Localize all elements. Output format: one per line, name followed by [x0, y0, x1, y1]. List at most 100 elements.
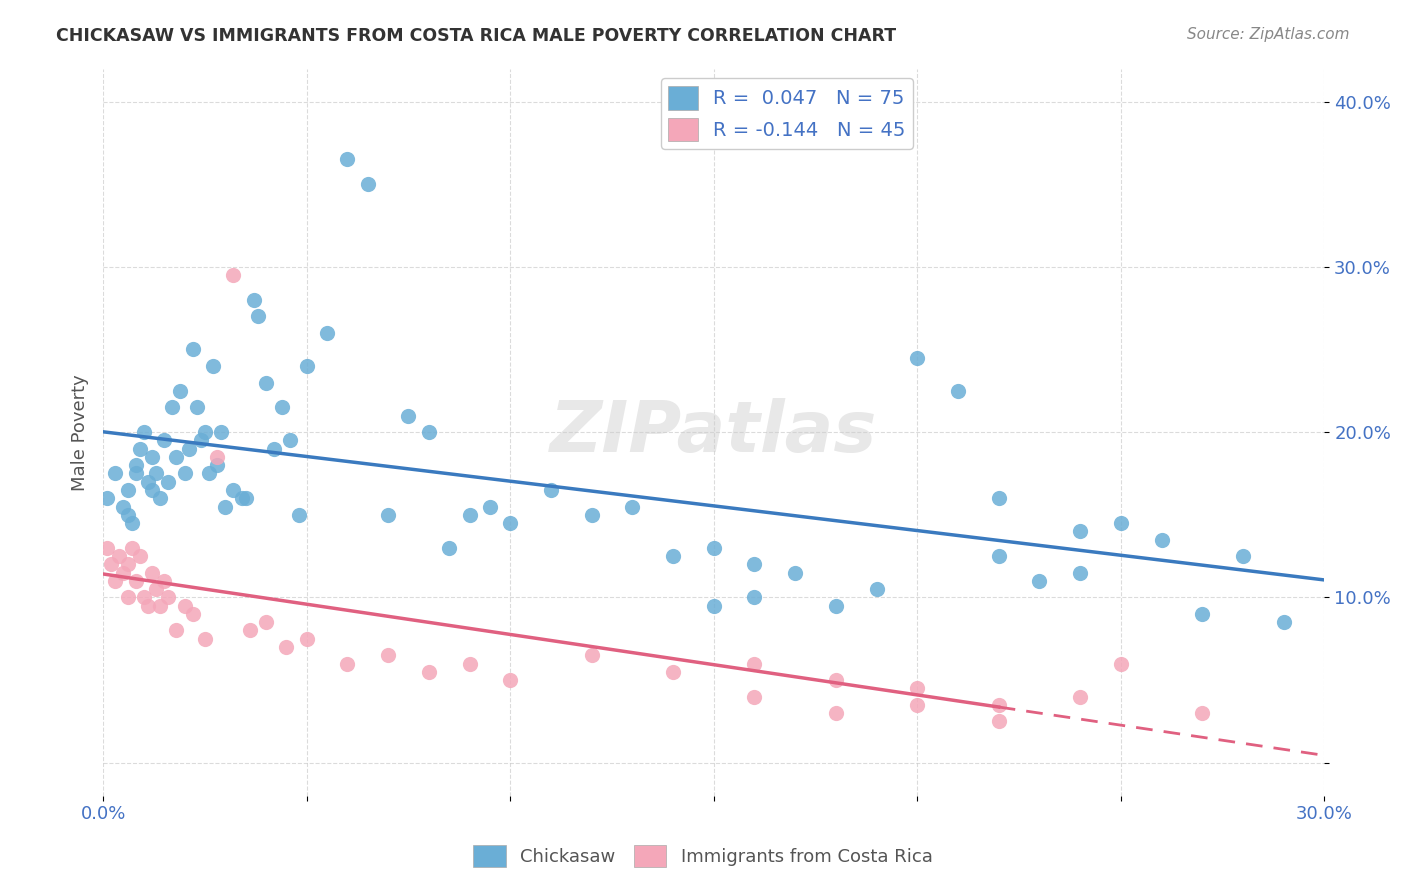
Point: [173, 467, 195, 481]
Point: [1191, 706, 1213, 720]
Legend: R =  0.047   N = 75, R = -0.144   N = 45: R = 0.047 N = 75, R = -0.144 N = 45: [661, 78, 914, 149]
Point: [112, 566, 135, 580]
Point: [117, 558, 139, 572]
Point: [785, 566, 807, 580]
Point: [499, 516, 522, 530]
Point: [1150, 533, 1173, 547]
Point: [205, 450, 228, 464]
Point: [316, 326, 339, 340]
Point: [662, 549, 685, 563]
Point: [214, 500, 236, 514]
Point: [222, 268, 245, 282]
Point: [231, 491, 253, 506]
Point: [132, 425, 155, 439]
Point: [295, 359, 318, 373]
Point: [377, 648, 399, 663]
Point: [987, 549, 1010, 563]
Point: [744, 591, 766, 605]
Point: [905, 351, 928, 365]
Point: [128, 549, 150, 563]
Point: [946, 384, 969, 398]
Point: [117, 591, 139, 605]
Point: [209, 425, 232, 439]
Point: [125, 458, 148, 473]
Point: [744, 657, 766, 671]
Point: [987, 698, 1010, 712]
Point: [336, 153, 359, 167]
Point: [149, 599, 172, 613]
Point: [662, 665, 685, 679]
Point: [437, 541, 460, 555]
Point: [295, 632, 318, 646]
Point: [1069, 524, 1091, 539]
Point: [1272, 615, 1295, 630]
Point: [271, 401, 294, 415]
Point: [136, 475, 159, 489]
Point: [181, 343, 204, 357]
Point: [398, 409, 420, 423]
Point: [744, 558, 766, 572]
Point: [141, 566, 163, 580]
Point: [1069, 566, 1091, 580]
Point: [100, 558, 122, 572]
Point: [825, 673, 848, 687]
Point: [744, 690, 766, 704]
Point: [336, 657, 359, 671]
Point: [254, 376, 277, 390]
Point: [287, 508, 309, 522]
Point: [165, 450, 187, 464]
Point: [581, 508, 603, 522]
Point: [169, 384, 191, 398]
Point: [202, 359, 225, 373]
Point: [121, 541, 143, 555]
Point: [194, 425, 217, 439]
Point: [145, 467, 167, 481]
Point: [239, 624, 262, 638]
Point: [128, 442, 150, 456]
Point: [112, 500, 135, 514]
Point: [1109, 657, 1132, 671]
Point: [117, 483, 139, 497]
Point: [1028, 574, 1050, 588]
Point: [125, 574, 148, 588]
Point: [703, 541, 725, 555]
Point: [478, 500, 501, 514]
Point: [987, 714, 1010, 729]
Point: [825, 706, 848, 720]
Point: [377, 508, 399, 522]
Point: [1191, 607, 1213, 621]
Point: [157, 591, 180, 605]
Point: [162, 401, 184, 415]
Point: [121, 516, 143, 530]
Point: [149, 491, 172, 506]
Point: [165, 624, 187, 638]
Point: [418, 425, 440, 439]
Point: [117, 508, 139, 522]
Point: [242, 293, 264, 307]
Point: [581, 648, 603, 663]
Point: [499, 673, 522, 687]
Text: ZIPatlas: ZIPatlas: [550, 398, 877, 467]
Point: [222, 483, 245, 497]
Point: [418, 665, 440, 679]
Point: [1069, 690, 1091, 704]
Text: CHICKASAW VS IMMIGRANTS FROM COSTA RICA MALE POVERTY CORRELATION CHART: CHICKASAW VS IMMIGRANTS FROM COSTA RICA …: [56, 27, 897, 45]
Point: [125, 467, 148, 481]
Point: [357, 178, 380, 192]
Point: [108, 549, 131, 563]
Legend: Chickasaw, Immigrants from Costa Rica: Chickasaw, Immigrants from Costa Rica: [467, 838, 939, 874]
Point: [96, 491, 118, 506]
Point: [235, 491, 257, 506]
Point: [194, 632, 217, 646]
Point: [186, 401, 208, 415]
Point: [621, 500, 644, 514]
Point: [1232, 549, 1254, 563]
Point: [141, 450, 163, 464]
Point: [458, 508, 481, 522]
Point: [905, 698, 928, 712]
Point: [263, 442, 285, 456]
Point: [104, 574, 127, 588]
Point: [104, 467, 127, 481]
Point: [153, 574, 176, 588]
Point: [280, 434, 302, 448]
